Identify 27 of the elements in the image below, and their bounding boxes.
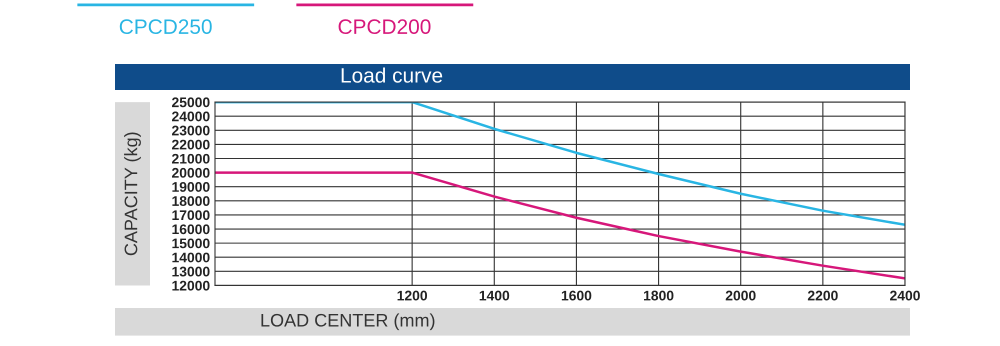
x-tick-label: 1600 [562,290,592,301]
y-tick-label: 25000 [172,97,210,108]
text: CPCD200 [338,19,431,34]
x-tick-label: 2000 [726,290,756,301]
x-tick-label: 1200 [398,290,428,301]
chart-title: Load curve [342,67,442,83]
y-tick-label: 16000 [172,224,210,234]
y-tick-label: 19000 [172,182,210,192]
y-tick-label: 23000 [172,126,210,136]
x-axis-title: LOAD CENTER (mm) [261,313,434,330]
y-tick-label: 12000 [172,280,210,291]
y-tick-label: 17000 [172,210,210,220]
x-tick-label: 2200 [808,290,838,301]
x-tick-label: 2400 [890,290,920,301]
y-tick-label: 20000 [172,168,210,178]
text: CPCD250 [120,19,212,34]
line-series [215,171,905,280]
y-tick-label: 24000 [172,112,210,122]
x-tick-label: 1800 [644,290,674,301]
y-tick-label: 15000 [172,238,210,248]
y-tick-label: 21000 [172,154,210,164]
y-tick-label: 13000 [172,266,210,277]
y-axis-title: CAPACITY (kg) [124,132,141,256]
y-tick-label: 18000 [172,196,210,206]
x-tick-label: 1400 [480,290,510,301]
y-tick-label: 14000 [172,252,210,262]
y-tick-label: 22000 [172,140,210,150]
